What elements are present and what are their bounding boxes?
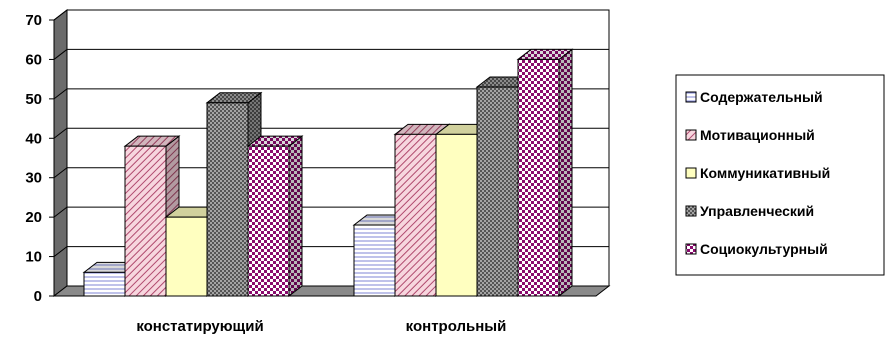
legend-swatch	[685, 91, 697, 103]
bar-top-shade	[518, 49, 572, 60]
y-tick-label: 10	[25, 249, 42, 266]
bar-front	[206, 102, 249, 297]
legend-swatch	[685, 243, 697, 255]
y-tick-label: 20	[25, 209, 42, 226]
bar-top-shade	[207, 92, 261, 103]
legend-label: Содержательный	[700, 89, 823, 105]
bar-front	[394, 133, 437, 297]
bar	[123, 135, 181, 298]
bar-top-shade	[248, 136, 302, 147]
bar-top-shade	[125, 136, 179, 147]
category-label: констатирующий	[136, 318, 263, 335]
bar-side-shade	[559, 49, 572, 296]
legend-swatch	[685, 205, 697, 217]
bar-front	[124, 145, 167, 297]
bar-front	[353, 224, 396, 297]
bar-front	[247, 145, 290, 297]
bar-side-shade	[289, 136, 302, 296]
y-tick-label: 0	[34, 288, 42, 305]
legend-swatch	[685, 129, 697, 141]
gridline	[53, 88, 609, 100]
side-wall	[53, 8, 68, 298]
y-tick-label: 30	[25, 170, 42, 187]
y-tick-label: 50	[25, 91, 42, 108]
bar-top-shade	[395, 124, 449, 135]
legend-label: Мотивационный	[700, 127, 815, 143]
gridline	[53, 9, 609, 21]
bar-front	[83, 271, 126, 297]
gridline	[53, 48, 609, 60]
bar-front	[476, 86, 519, 297]
legend-label: Социокультурный	[700, 241, 828, 257]
bar-front	[517, 58, 560, 297]
bar-front	[165, 216, 208, 297]
category-label: контрольный	[406, 318, 507, 335]
legend-label: Управленческий	[700, 203, 814, 219]
y-tick-label: 70	[25, 12, 42, 29]
legend-label: Коммуникативный	[700, 165, 830, 181]
legend-swatch	[685, 167, 697, 179]
bar	[246, 135, 304, 298]
bar	[516, 48, 574, 298]
legend-box	[675, 74, 885, 276]
bar-front	[435, 133, 478, 297]
y-tick-label: 40	[25, 130, 42, 147]
y-tick-label: 60	[25, 51, 42, 68]
